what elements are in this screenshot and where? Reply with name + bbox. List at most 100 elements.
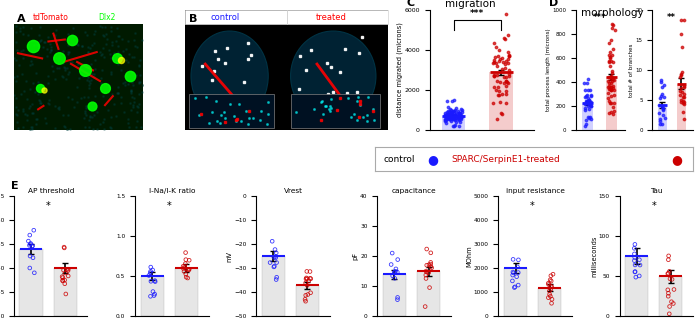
Point	[425, 250, 436, 255]
Point	[678, 99, 689, 104]
Point	[499, 61, 510, 66]
Point	[664, 311, 675, 316]
Point	[122, 116, 133, 121]
Point	[500, 78, 512, 83]
Point	[447, 115, 458, 120]
Point	[183, 258, 195, 263]
Point	[58, 267, 69, 273]
Point	[497, 55, 508, 60]
Point	[145, 294, 156, 299]
Point	[111, 113, 122, 119]
Point	[122, 38, 134, 43]
Point	[605, 101, 616, 106]
Point	[629, 251, 640, 256]
Point	[131, 73, 142, 78]
Point	[80, 108, 91, 114]
Point	[304, 276, 316, 281]
Point	[491, 73, 502, 78]
Bar	[442, 116, 466, 130]
Point	[497, 91, 508, 97]
Point	[419, 304, 430, 309]
Point	[128, 95, 139, 100]
Point	[119, 83, 130, 88]
Point	[122, 81, 134, 87]
Point	[64, 49, 75, 54]
Point	[62, 268, 74, 273]
Y-axis label: MOhm: MOhm	[466, 245, 473, 267]
FancyBboxPatch shape	[286, 10, 388, 24]
Point	[113, 91, 124, 96]
Point	[450, 114, 461, 119]
Point	[629, 269, 641, 275]
Point	[445, 111, 456, 116]
Point	[84, 113, 95, 119]
Point	[129, 100, 140, 105]
Point	[494, 47, 505, 52]
Point	[500, 74, 512, 80]
Point	[544, 288, 555, 294]
Point	[663, 271, 674, 276]
Point	[96, 51, 107, 56]
Point	[608, 83, 619, 89]
Point	[503, 60, 514, 66]
Point	[426, 265, 438, 270]
Point	[657, 104, 668, 110]
Point	[38, 44, 49, 50]
Point	[547, 271, 559, 277]
Point	[511, 274, 522, 279]
Point	[83, 75, 94, 80]
Point	[454, 112, 465, 117]
Point	[488, 40, 499, 46]
Point	[25, 86, 36, 92]
Point	[134, 57, 146, 62]
Point	[449, 117, 461, 122]
Point	[454, 113, 466, 119]
Point	[97, 94, 108, 99]
Point	[60, 66, 71, 71]
Point	[305, 290, 316, 295]
Point	[454, 115, 466, 120]
Point	[678, 100, 690, 105]
Point	[441, 114, 452, 119]
Point	[127, 102, 139, 108]
Point	[440, 117, 451, 123]
Point	[32, 91, 43, 97]
Point	[18, 108, 29, 113]
Point	[580, 106, 591, 111]
Point	[59, 124, 70, 129]
Point	[440, 113, 451, 118]
Point	[442, 111, 454, 117]
Point	[443, 105, 454, 110]
Point	[448, 113, 459, 118]
Point	[450, 119, 461, 124]
Point	[603, 84, 614, 89]
Point	[545, 278, 557, 284]
Point	[450, 115, 461, 120]
Point	[674, 92, 685, 98]
Title: Tau: Tau	[650, 188, 662, 194]
Point	[127, 95, 138, 100]
Point	[507, 278, 518, 284]
Point	[585, 99, 596, 105]
Point	[28, 227, 39, 233]
Point	[25, 104, 36, 109]
Point	[449, 116, 461, 121]
Point	[663, 257, 674, 262]
Point	[629, 255, 641, 260]
Point	[452, 114, 463, 120]
Point	[136, 37, 148, 42]
Point	[499, 65, 510, 70]
Point	[607, 76, 618, 81]
Point	[9, 74, 20, 79]
Text: ***: ***	[470, 9, 484, 18]
Point	[80, 29, 91, 35]
Point	[495, 99, 506, 104]
Point	[99, 86, 110, 91]
Point	[26, 58, 37, 63]
Point	[15, 48, 27, 54]
Point	[63, 94, 74, 99]
Point	[500, 58, 512, 63]
Point	[442, 111, 453, 116]
Point	[58, 60, 69, 66]
Point	[580, 99, 592, 104]
